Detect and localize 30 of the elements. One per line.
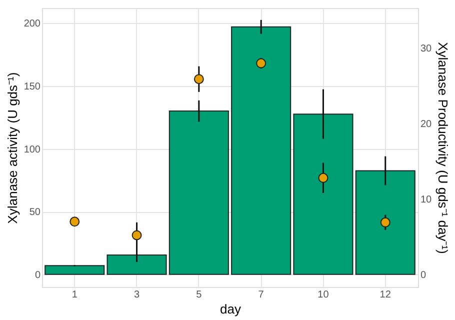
bar bbox=[168, 110, 229, 275]
y-tick-label: 50 bbox=[29, 207, 41, 218]
x-tick-label: 12 bbox=[380, 290, 392, 300]
y2-tick-label: 0 bbox=[420, 270, 426, 281]
x-axis-title: day bbox=[220, 302, 242, 316]
x-tick-label: 5 bbox=[196, 290, 202, 300]
bar bbox=[231, 26, 292, 275]
x-tick-label: 3 bbox=[134, 290, 140, 300]
x-tick-label: 10 bbox=[318, 290, 330, 300]
point bbox=[256, 58, 266, 68]
bar bbox=[355, 170, 416, 275]
y-tick-label: 0 bbox=[34, 270, 41, 281]
point bbox=[70, 216, 80, 227]
x-tick-label: 1 bbox=[72, 290, 78, 300]
point bbox=[132, 230, 142, 240]
x-tick-label: 7 bbox=[258, 290, 264, 300]
point bbox=[194, 74, 204, 84]
bar bbox=[293, 114, 354, 275]
y2-tick-label: 30 bbox=[420, 44, 432, 55]
y-tick-label: 200 bbox=[24, 18, 41, 30]
point bbox=[318, 172, 328, 183]
y2-tick-label: 10 bbox=[420, 194, 432, 206]
y2-axis-title: Xylanase Productivity (U gds⁻¹ day⁻¹) bbox=[436, 42, 451, 254]
y2-tick-label: 20 bbox=[420, 119, 432, 130]
y-axis-title: Xylanase activity (U gds⁻¹) bbox=[4, 72, 20, 224]
bar bbox=[44, 265, 105, 275]
y-tick-label: 150 bbox=[24, 81, 41, 92]
bar bbox=[106, 254, 167, 275]
y-tick-label: 100 bbox=[24, 144, 41, 156]
point bbox=[380, 217, 390, 228]
